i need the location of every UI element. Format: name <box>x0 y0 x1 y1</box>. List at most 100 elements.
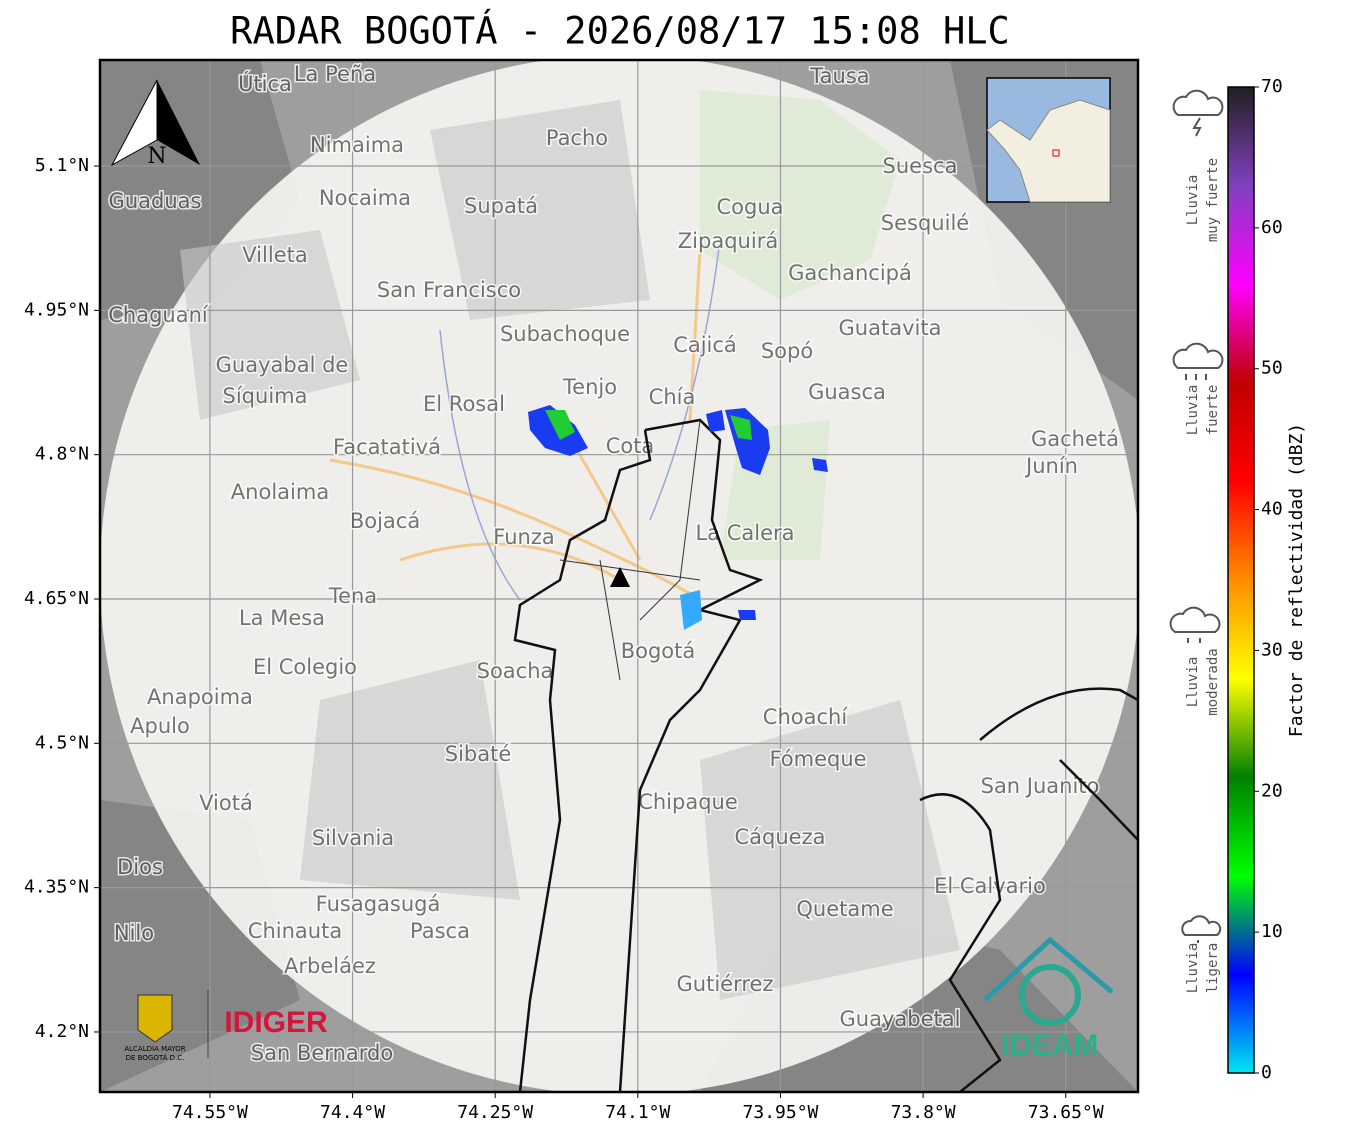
legend-label: Lluvia <box>1185 385 1201 436</box>
legend-label: Lluvia <box>1185 657 1201 708</box>
y-tick-label: 4.95°N <box>24 299 89 320</box>
colorbar-tick-label: 50 <box>1261 358 1283 379</box>
place-label: La Mesa <box>239 606 325 630</box>
place-label: Villeta <box>242 243 307 267</box>
rivers <box>439 239 721 601</box>
y-tick-label: 4.8°N <box>35 444 89 465</box>
map-frame <box>98 58 1140 1094</box>
place-label: Bojacá <box>350 509 420 533</box>
place-label: Dios <box>117 855 163 879</box>
place-label: La Peña <box>294 62 376 86</box>
logos: ALCALDÍA MAYOR DE BOGOTÁ D.C. IDIGER IDE… <box>124 936 1114 1062</box>
place-label: Sibaté <box>445 742 512 766</box>
x-tick-label: 74.55°W <box>172 1102 248 1123</box>
place-label: Guaduas <box>109 189 202 213</box>
place-label: Pasca <box>410 919 470 943</box>
place-label: Gachancipá <box>788 261 912 285</box>
colorbar-tick-label: 30 <box>1261 639 1283 660</box>
place-label: Sopó <box>761 339 813 363</box>
place-label: La Calera <box>695 521 794 545</box>
place-label: Apulo <box>130 714 190 738</box>
place-label: Chipaque <box>638 790 738 814</box>
place-label: Gutiérrez <box>677 972 774 996</box>
legend-label: ligera <box>1205 943 1221 994</box>
place-label: Supatá <box>464 194 538 218</box>
place-label: Facatativá <box>333 435 441 459</box>
colorbar-tick-label: 10 <box>1261 921 1283 942</box>
x-tick-label: 73.95°W <box>743 1102 819 1123</box>
place-label: El Rosal <box>423 392 505 416</box>
place-label: Anapoima <box>147 685 253 709</box>
place-label: San Juanito <box>981 774 1100 798</box>
roads <box>329 249 702 602</box>
place-label: Choachí <box>763 705 849 729</box>
locality-lines <box>559 419 701 681</box>
title: RADAR BOGOTÁ - 2026/08/17 15:08 HLC <box>230 9 1010 53</box>
y-tick-label: 4.5°N <box>35 732 89 753</box>
place-label: Fómeque <box>769 747 866 771</box>
place-label: Fusagasugá <box>316 892 441 916</box>
y-tick-label: 5.1°N <box>35 155 89 176</box>
colorbar-axis: 0 10 20 30 40 50 60 70 <box>1254 76 1283 1083</box>
radar-echoes <box>528 405 828 630</box>
x-tick-label: 73.65°W <box>1028 1102 1104 1123</box>
axes: 74.55°W 74.4°W 74.25°W 74.1°W 73.95°W 73.8°W 7… <box>24 155 1104 1123</box>
colorbar-tick-label: 40 <box>1261 499 1283 520</box>
colorbar <box>1227 86 1255 1074</box>
district-boundary <box>513 418 764 1092</box>
legend-label: Lluvia <box>1185 943 1201 994</box>
place-label: Bogotá <box>621 639 696 663</box>
place-label: Tena <box>328 584 377 608</box>
place-label: Tenjo <box>562 375 617 399</box>
place-label: Anolaima <box>231 480 329 504</box>
y-tick-label: 4.35°N <box>24 877 89 898</box>
place-label: Silvania <box>312 826 394 850</box>
place-label: Cáqueza <box>735 825 826 849</box>
legend-label: moderada <box>1205 648 1221 715</box>
logo-text: DE BOGOTÁ D.C. <box>126 1053 185 1062</box>
place-label: Chaguaní <box>108 303 209 327</box>
place-label: Sesquilé <box>881 211 969 235</box>
place-label: El Calvario <box>934 874 1046 898</box>
x-tick-label: 74.1°W <box>605 1102 670 1123</box>
place-label: Junín <box>1024 454 1078 478</box>
place-label: Cogua <box>716 195 783 219</box>
terrain-shade <box>180 100 960 1000</box>
place-label: Nocaima <box>319 186 411 210</box>
x-tick-label: 73.8°W <box>891 1102 956 1123</box>
legend-label: muy fuerte <box>1205 158 1221 242</box>
place-label: San Francisco <box>377 278 521 302</box>
place-label: Zipaquirá <box>678 229 778 253</box>
inset-map <box>986 77 1111 203</box>
place-label: Útica <box>238 71 292 96</box>
department-boundary <box>919 687 1138 1092</box>
legend-label: fuerte <box>1205 385 1221 436</box>
place-label: Chía <box>649 385 696 409</box>
place-label: Quetame <box>796 897 893 921</box>
place-label: Arbeláez <box>284 954 376 978</box>
place-label: Pacho <box>546 126 608 150</box>
place-label: San Bernardo <box>251 1041 393 1065</box>
radar-site <box>610 567 630 587</box>
place-label: Gachetá <box>1031 427 1119 451</box>
place-label: Funza <box>493 525 554 549</box>
colorbar-label: Factor de reflectividad (dBZ) <box>1286 423 1307 737</box>
colorbar-tick-label: 0 <box>1261 1062 1272 1083</box>
colorbar-tick-label: 20 <box>1261 780 1283 801</box>
logo-text: IDEAM <box>1002 1029 1099 1062</box>
place-label: Guasca <box>808 380 886 404</box>
place-label: Subachoque <box>500 322 630 346</box>
place-label: Cajicá <box>673 333 737 357</box>
logo-text: ALCALDÍA MAYOR <box>124 1044 185 1053</box>
place-label: Síquima <box>223 384 308 408</box>
place-label: Nimaima <box>310 133 404 157</box>
legend-label: Lluvia <box>1185 175 1201 226</box>
colorbar-tick-label: 60 <box>1261 217 1283 238</box>
place-label: Tausa <box>809 64 869 88</box>
place-label: Nilo <box>114 921 154 945</box>
x-tick-label: 74.25°W <box>457 1102 533 1123</box>
north-arrow: N <box>110 79 200 169</box>
